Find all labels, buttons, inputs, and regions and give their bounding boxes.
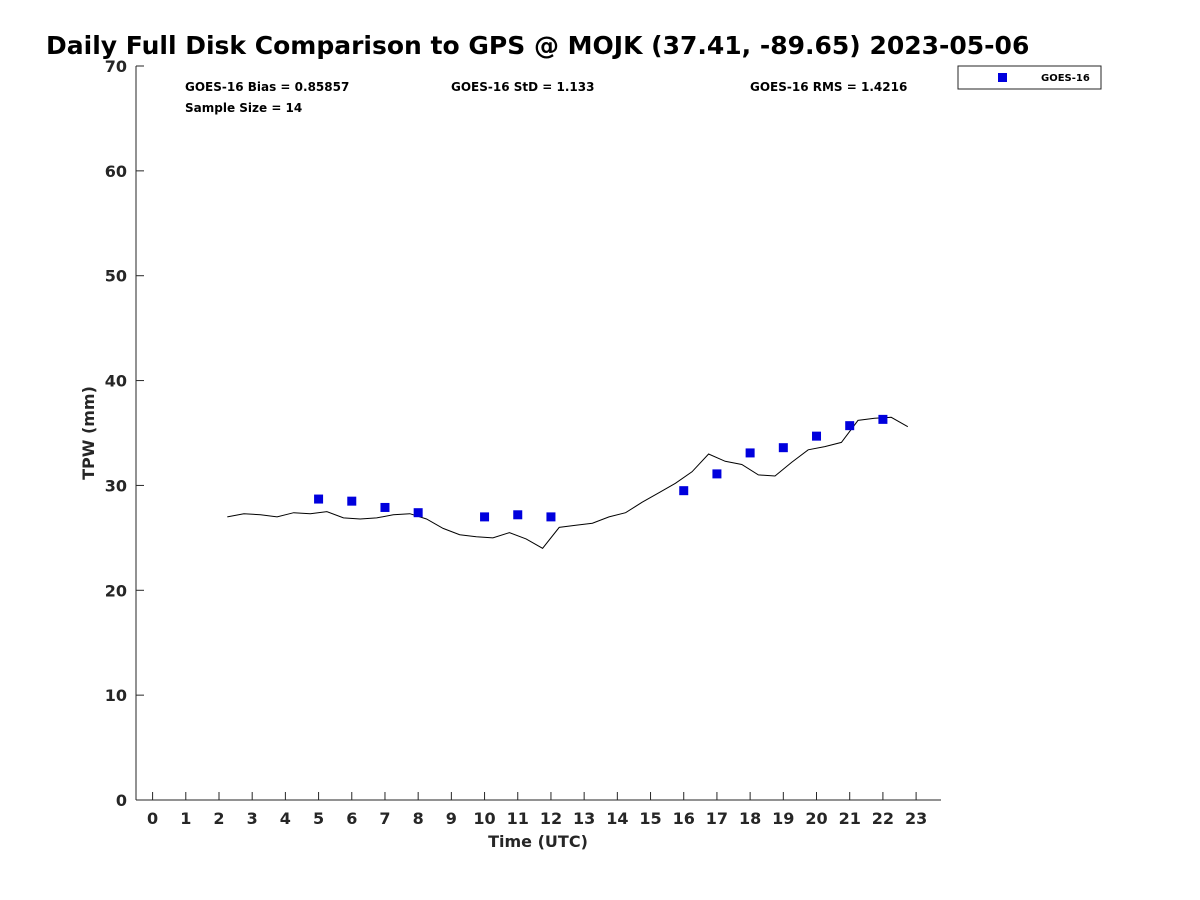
y-tick-label: 70 (105, 57, 127, 76)
x-tick-label: 17 (706, 809, 728, 828)
chart-title: Daily Full Disk Comparison to GPS @ MOJK… (46, 31, 1029, 60)
x-tick-label: 8 (413, 809, 424, 828)
x-axis-label: Time (UTC) (488, 832, 588, 851)
x-tick-label: 9 (446, 809, 457, 828)
goes16-point (480, 512, 490, 522)
goes16-point (546, 512, 556, 522)
y-tick-label: 0 (116, 791, 127, 810)
gps-series-group (227, 416, 909, 549)
y-axis-label: TPW (mm) (79, 386, 98, 480)
y-tick-label: 10 (105, 686, 127, 705)
x-tick-label: 14 (606, 809, 628, 828)
x-tick-label: 21 (839, 809, 861, 828)
goes16-point (778, 443, 788, 453)
gps-series-line (227, 416, 909, 549)
plot-axes (135, 66, 941, 801)
x-tick-label: 5 (313, 809, 324, 828)
std-stat: GOES-16 StD = 1.133 (451, 80, 594, 94)
x-tick-label: 10 (473, 809, 495, 828)
x-tick-label: 22 (872, 809, 894, 828)
goes16-point (712, 469, 722, 479)
x-tick-label: 19 (772, 809, 794, 828)
rms-stat: GOES-16 RMS = 1.4216 (750, 80, 907, 94)
x-ticks: 0 1 2 3 4 5 6 7 8 9 10 11 12 13 14 15 16 17 18 19 20 21 22 23 (147, 792, 927, 828)
x-tick-label: 23 (905, 809, 927, 828)
x-tick-label: 16 (673, 809, 695, 828)
legend-label-goes16: GOES-16 (1041, 73, 1090, 84)
x-tick-label: 2 (213, 809, 224, 828)
y-tick-label: 20 (105, 581, 127, 600)
x-tick-label: 0 (147, 809, 158, 828)
x-tick-label: 7 (379, 809, 390, 828)
goes16-point (314, 494, 324, 504)
goes16-point (513, 510, 523, 520)
y-tick-label: 30 (105, 476, 127, 495)
x-tick-label: 11 (507, 809, 529, 828)
y-tick-label: 60 (105, 162, 127, 181)
x-tick-label: 1 (180, 809, 191, 828)
x-tick-label: 20 (805, 809, 827, 828)
y-ticks: 0 10 20 30 40 50 60 70 (105, 57, 144, 810)
goes16-point (812, 431, 822, 441)
legend-marker-goes16 (998, 73, 1007, 82)
x-tick-label: 4 (280, 809, 291, 828)
goes16-point (878, 414, 888, 424)
x-tick-label: 3 (247, 809, 258, 828)
goes16-points-group (314, 414, 888, 522)
x-tick-label: 6 (346, 809, 357, 828)
x-tick-label: 13 (573, 809, 595, 828)
goes16-point (380, 502, 390, 512)
x-tick-label: 12 (540, 809, 562, 828)
goes16-point (845, 421, 855, 431)
legend-box (957, 65, 1102, 90)
x-tick-label: 18 (739, 809, 761, 828)
legend: GOES-16 (957, 65, 1102, 90)
sample-size-stat: Sample Size = 14 (185, 101, 302, 115)
y-tick-label: 40 (105, 372, 127, 391)
goes16-point (413, 508, 423, 518)
x-tick-label: 15 (639, 809, 661, 828)
goes16-point (745, 448, 755, 458)
y-tick-label: 50 (105, 267, 127, 286)
goes16-point (679, 486, 689, 496)
bias-stat: GOES-16 Bias = 0.85857 (185, 80, 349, 94)
goes16-point (347, 496, 357, 506)
